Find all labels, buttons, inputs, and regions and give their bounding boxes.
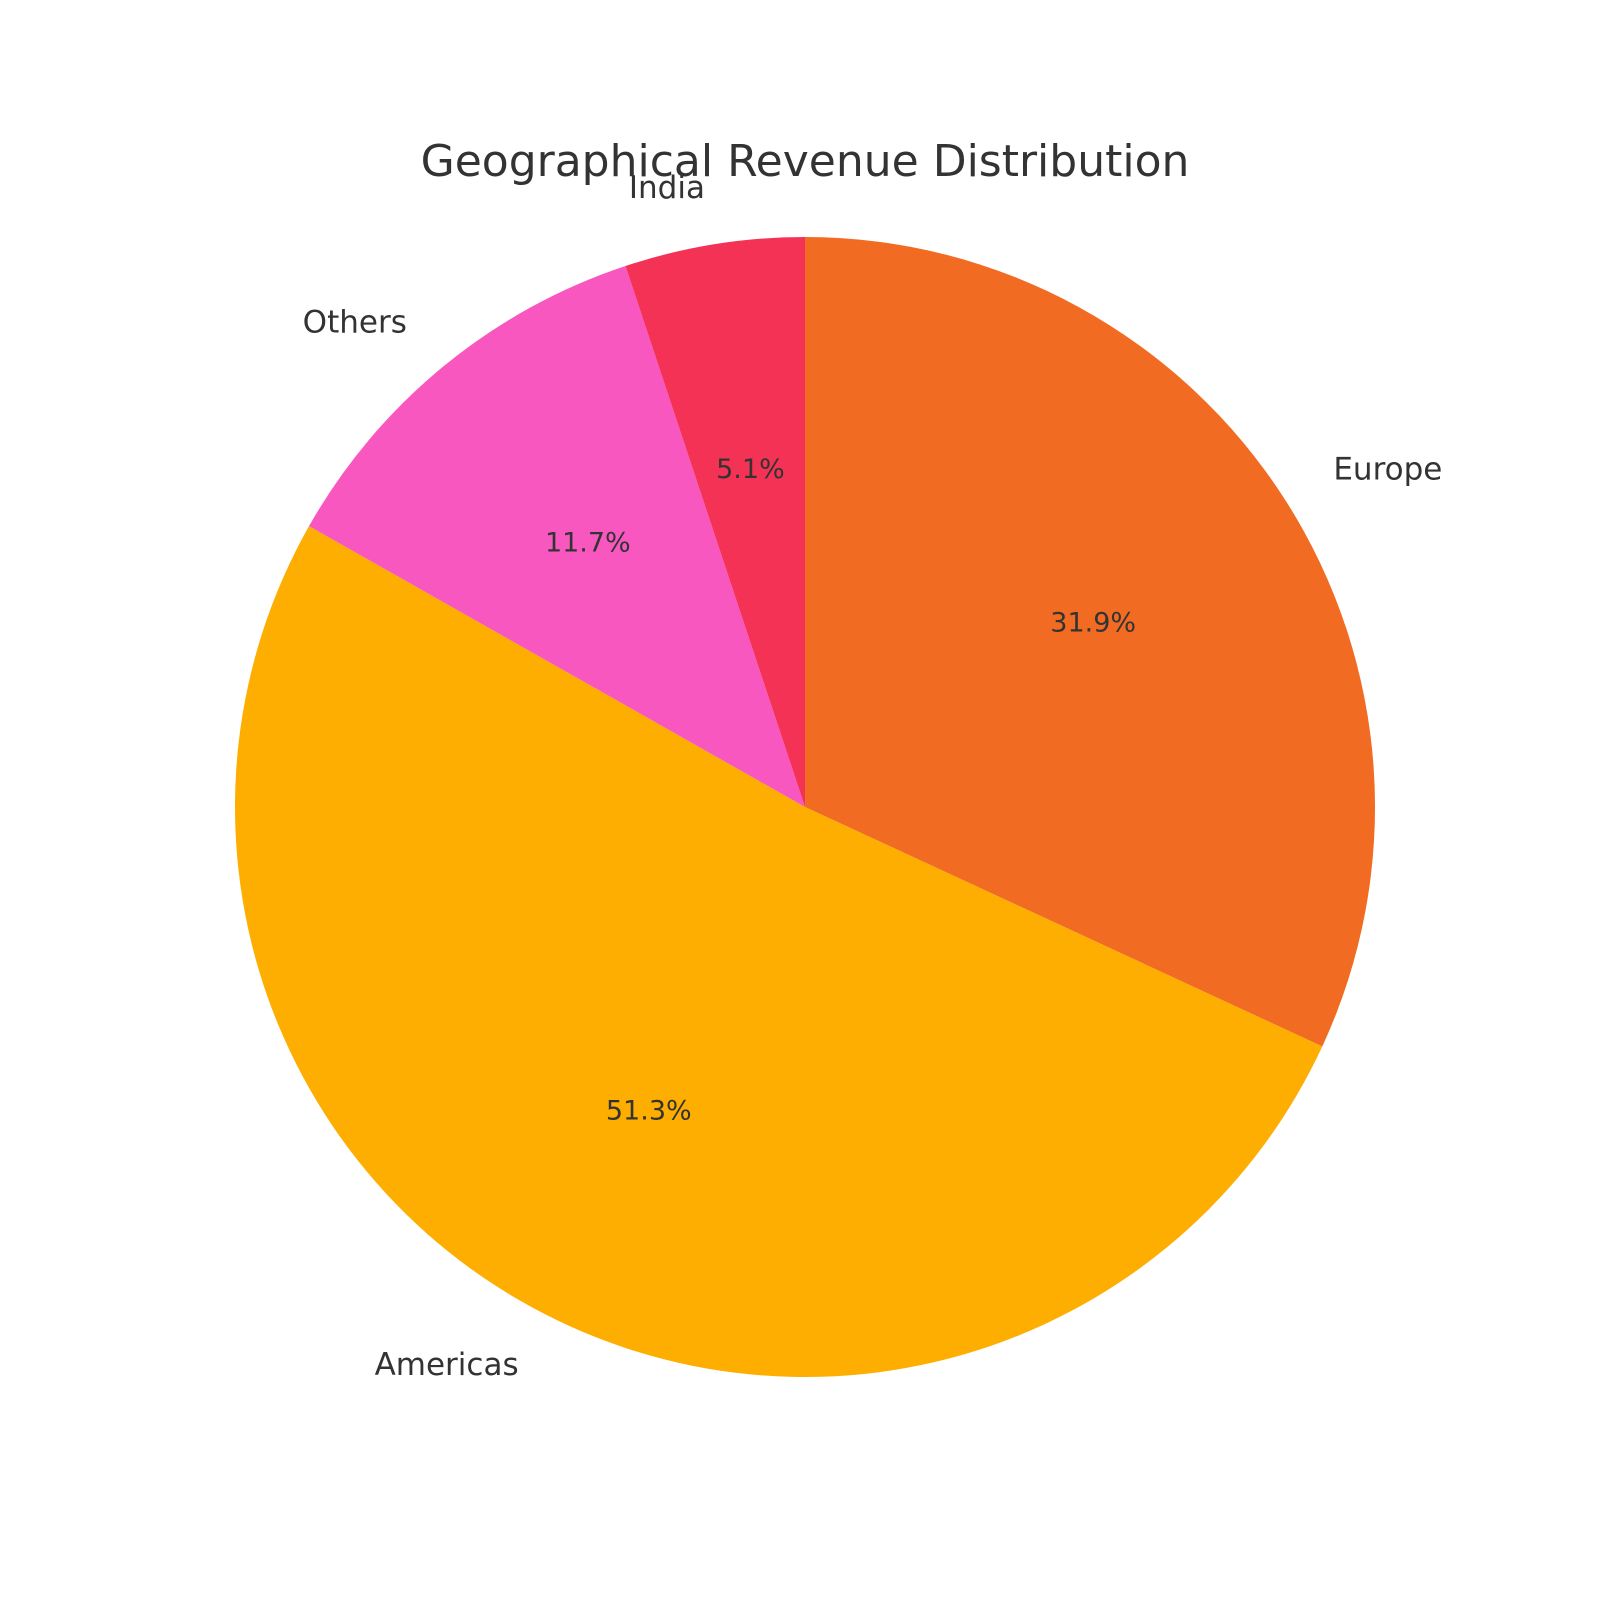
slice-label-others: Others <box>303 305 407 341</box>
pie-slice-americas <box>235 526 1323 1377</box>
chart-title: Geographical Revenue Distribution <box>421 136 1190 187</box>
pie-labels: Europe 31.9% Americas 51.3% Others 11.7% India… <box>303 170 1443 1383</box>
pie-slice-others <box>308 266 805 807</box>
pie-slice-india <box>625 237 805 807</box>
slice-label-india: India <box>629 170 705 206</box>
pct-label-india: 5.1% <box>716 454 785 485</box>
pie-slices <box>235 237 1375 1377</box>
slice-label-americas: Americas <box>375 1347 519 1383</box>
slice-label-europe: Europe <box>1333 451 1442 487</box>
pct-label-others: 11.7% <box>545 527 631 558</box>
pct-label-americas: 51.3% <box>606 1096 692 1127</box>
pct-label-europe: 31.9% <box>1050 607 1136 638</box>
pie-slice-europe <box>805 237 1375 1047</box>
